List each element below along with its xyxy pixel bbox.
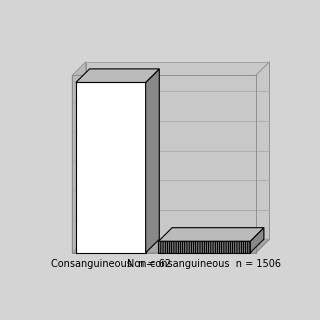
Polygon shape xyxy=(158,228,264,241)
Polygon shape xyxy=(86,62,269,239)
Polygon shape xyxy=(158,241,250,253)
Polygon shape xyxy=(72,62,86,253)
Text: Consanguineous  n = 62: Consanguineous n = 62 xyxy=(51,259,171,269)
Polygon shape xyxy=(146,69,159,253)
Polygon shape xyxy=(76,69,159,83)
Text: Non-consanguineous  n = 1506: Non-consanguineous n = 1506 xyxy=(127,259,281,269)
Polygon shape xyxy=(72,239,269,253)
Polygon shape xyxy=(250,228,264,253)
Polygon shape xyxy=(76,83,146,253)
